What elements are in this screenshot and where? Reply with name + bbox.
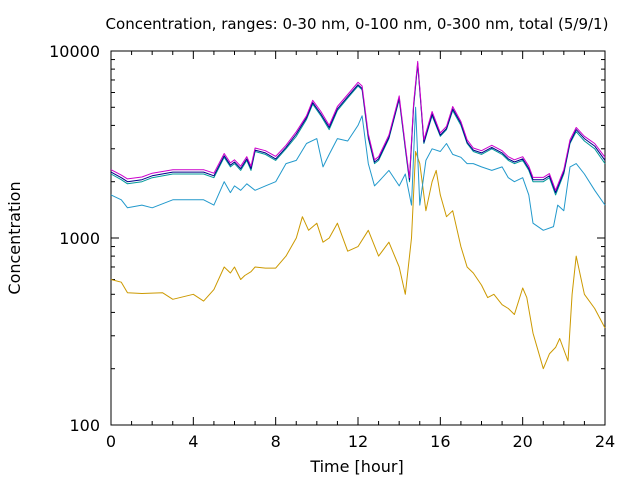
x-tick-label: 4 bbox=[188, 432, 198, 451]
y-tick-labels: 100 1000 10000 bbox=[49, 42, 100, 435]
x-tick-label: 24 bbox=[595, 432, 615, 451]
x-tick-label: 0 bbox=[106, 432, 116, 451]
y-axis-label: Concentration bbox=[5, 181, 24, 294]
series-line-4 bbox=[110, 62, 606, 194]
plot-frame bbox=[110, 50, 606, 426]
x-axis-label: Time [hour] bbox=[309, 457, 403, 476]
series-line-3 bbox=[110, 63, 606, 196]
x-tick-label: 8 bbox=[271, 432, 281, 451]
series-group bbox=[110, 60, 606, 370]
x-tick-label: 12 bbox=[348, 432, 368, 451]
x-tick-labels: 0 4 8 12 16 20 24 bbox=[106, 432, 615, 451]
series-line-5 bbox=[110, 60, 606, 191]
y-tick-label: 100 bbox=[69, 416, 100, 435]
y-tick-label: 1000 bbox=[59, 229, 100, 248]
chart-title: Concentration, ranges: 0-30 nm, 0-100 nm… bbox=[106, 15, 609, 33]
x-tick-label: 20 bbox=[512, 432, 532, 451]
series-line-1 bbox=[110, 151, 606, 370]
y-tick-label: 10000 bbox=[49, 42, 100, 61]
series-line-2 bbox=[110, 106, 606, 231]
x-tick-label: 16 bbox=[430, 432, 450, 451]
axis-ticks bbox=[110, 50, 606, 426]
